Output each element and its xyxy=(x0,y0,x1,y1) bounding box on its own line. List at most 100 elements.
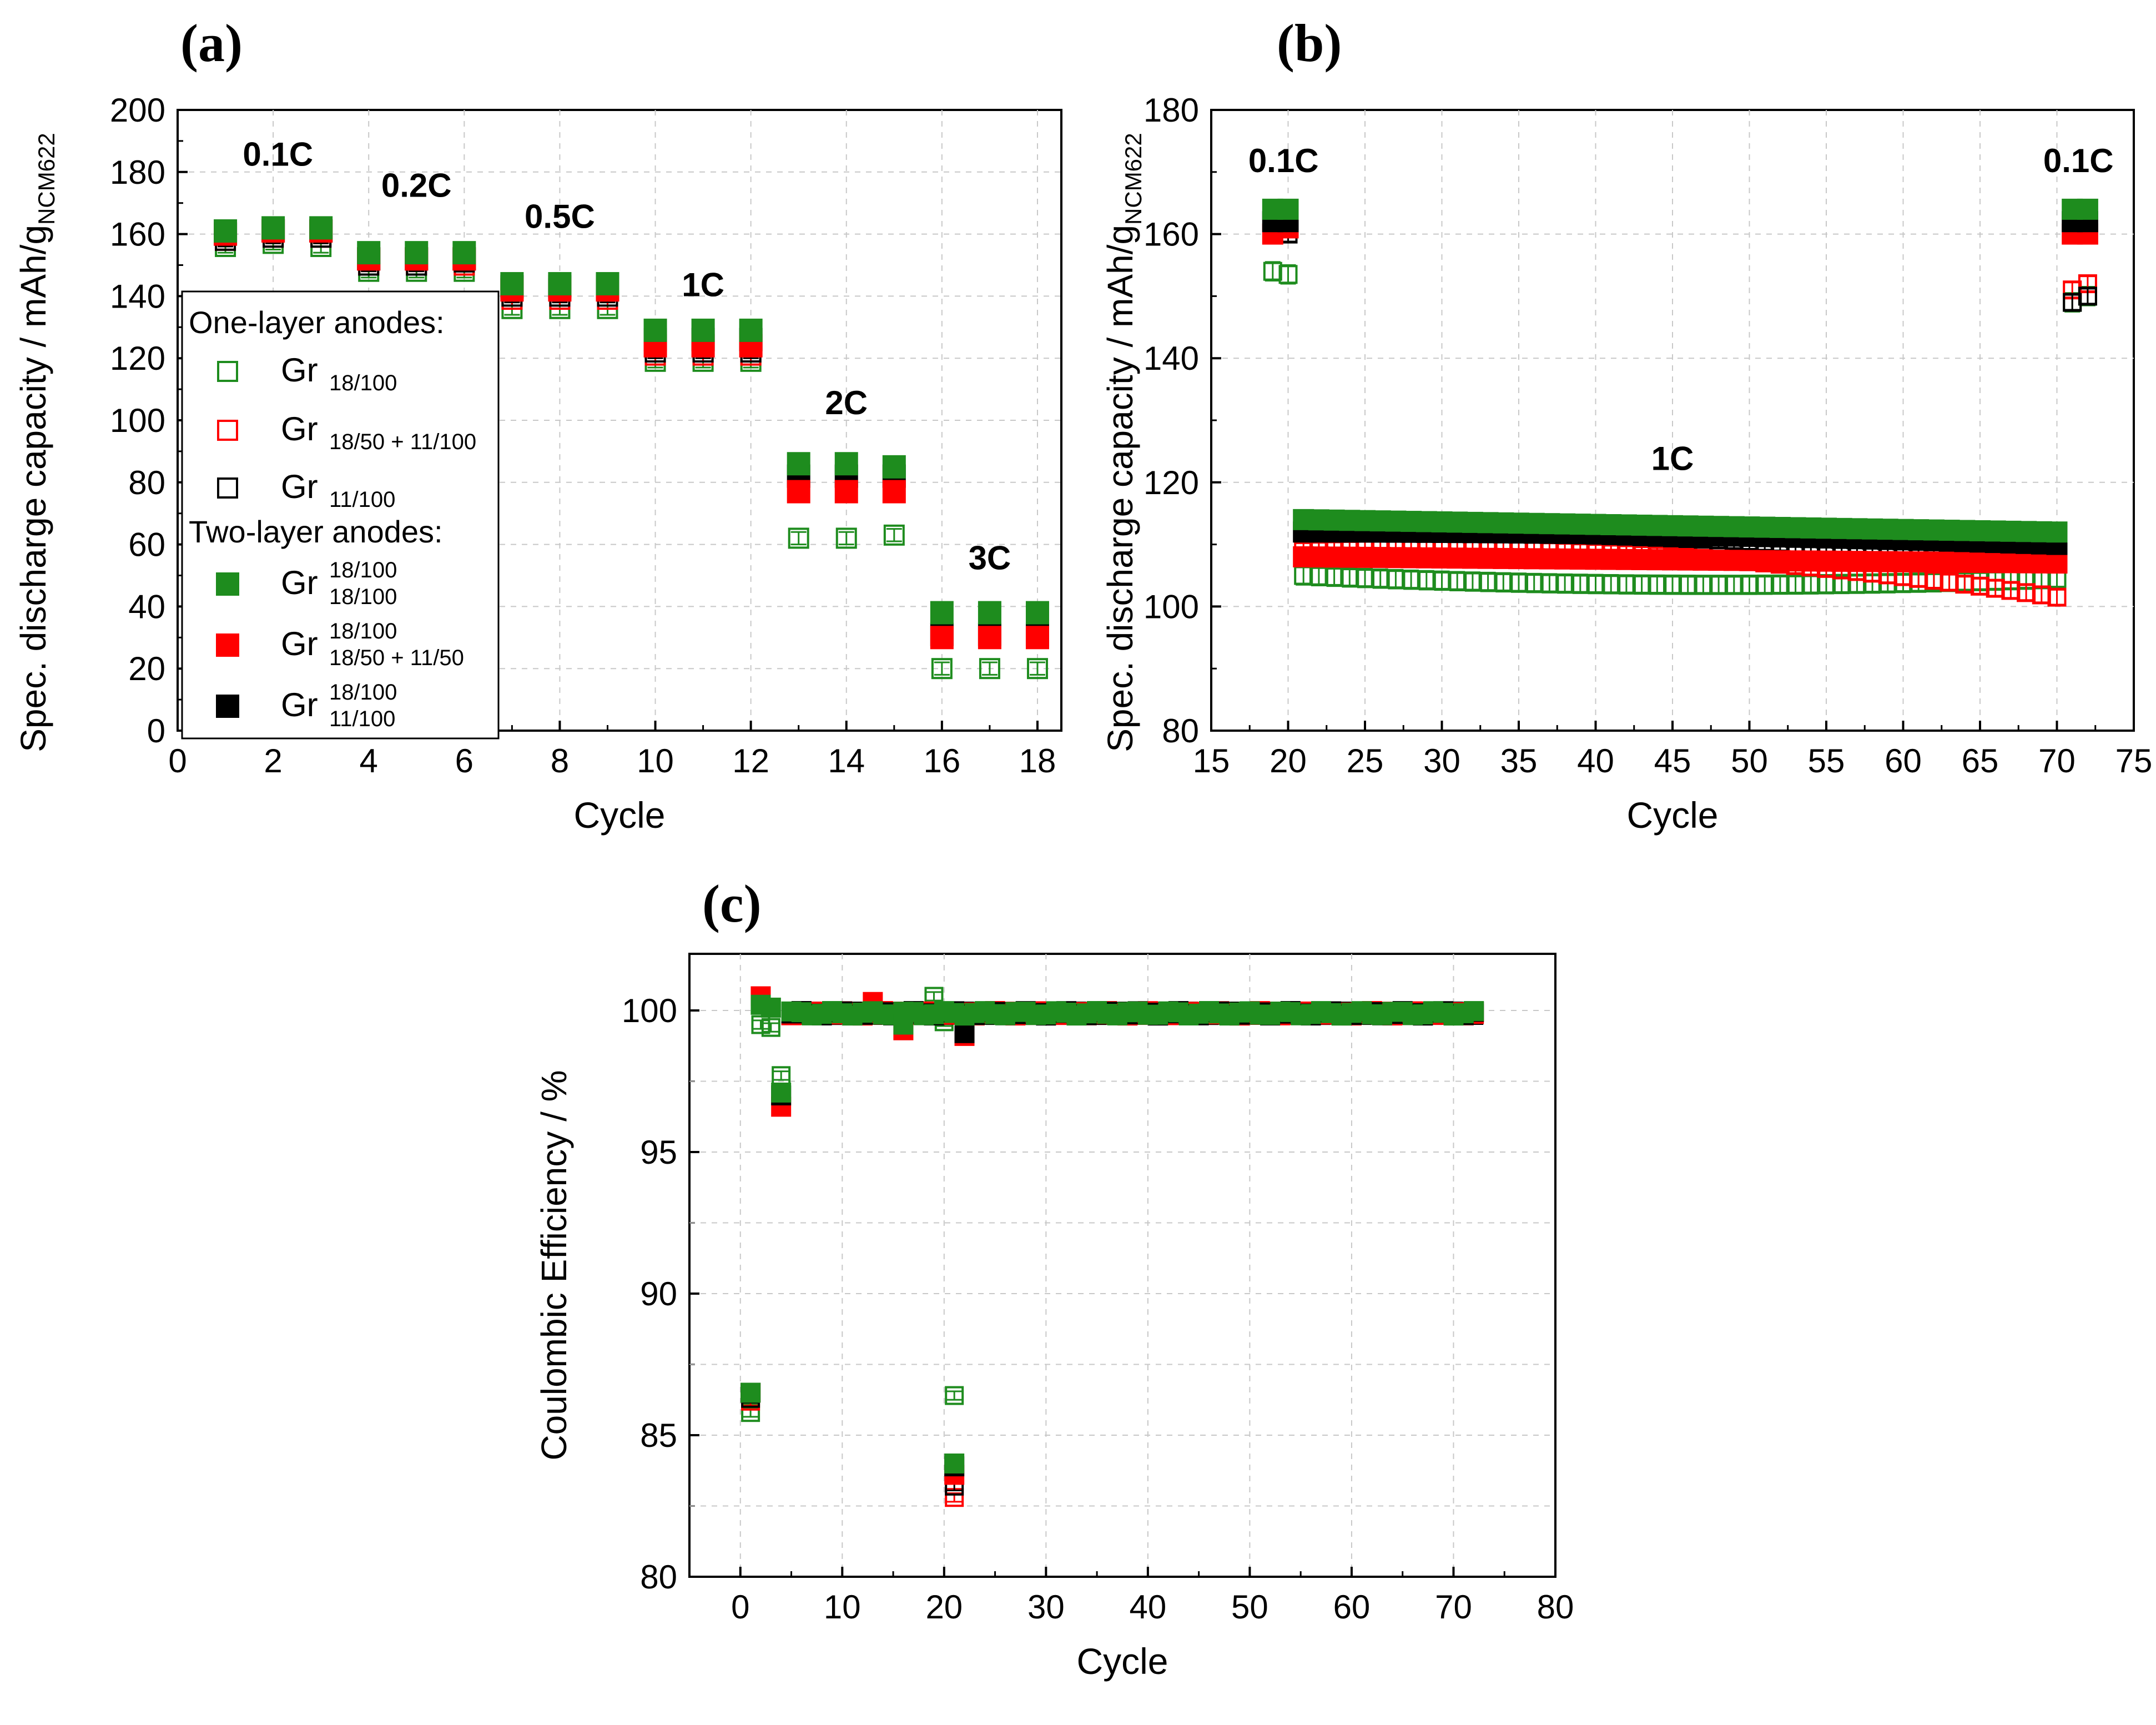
data-point xyxy=(2063,293,2082,312)
y-tick-label: 100 xyxy=(1144,588,1199,625)
legend-entry-s1: Gr 18/100 xyxy=(217,351,397,395)
data-point xyxy=(1586,574,1605,594)
y-tick-label: 160 xyxy=(110,216,165,253)
y-tick-label: 200 xyxy=(110,92,165,129)
data-point xyxy=(787,452,810,476)
data-point xyxy=(741,1382,761,1403)
x-tick-label: 40 xyxy=(1130,1588,1167,1626)
y-tick-label: 120 xyxy=(110,340,165,377)
data-point xyxy=(1309,566,1328,586)
data-point xyxy=(1432,571,1452,590)
data-point xyxy=(261,216,285,240)
legend-entry-s4: Gr 18/100 18/100 xyxy=(216,558,397,609)
data-point xyxy=(2078,286,2097,306)
legend-marker xyxy=(217,361,238,382)
data-point xyxy=(1278,265,1298,284)
data-point xyxy=(944,1454,965,1473)
data-point xyxy=(643,318,667,342)
data-point xyxy=(1026,658,1048,680)
legend: One-layer anodes: Two-layer anodes: Gr 18/1… xyxy=(181,290,500,740)
legend-label-sup: 18/100 xyxy=(329,680,397,705)
legend-label-sub: 11/100 xyxy=(329,707,395,731)
data-point xyxy=(978,626,1001,650)
x-tick-label: 60 xyxy=(1333,1588,1371,1626)
x-tick-label: 30 xyxy=(1027,1588,1065,1626)
legend-marker xyxy=(217,477,238,499)
legend-label-prefix: Gr xyxy=(281,564,318,601)
y-tick-label: 60 xyxy=(128,526,165,564)
data-point xyxy=(1678,575,1697,595)
data-point xyxy=(1464,1001,1484,1022)
data-point xyxy=(882,455,906,479)
x-tick-label: 45 xyxy=(1654,742,1691,779)
data-point xyxy=(771,1082,792,1103)
x-tick-label: 10 xyxy=(824,1588,861,1626)
panel-label: (b) xyxy=(1277,13,1342,73)
data-point xyxy=(1402,570,1421,590)
data-point xyxy=(1616,575,1636,594)
data-point xyxy=(1263,261,1282,281)
data-point xyxy=(739,318,763,342)
x-tick-label: 14 xyxy=(828,742,865,779)
series-s5 xyxy=(1262,217,2098,574)
data-point xyxy=(979,658,1000,680)
data-point xyxy=(930,601,954,625)
data-point xyxy=(1494,572,1513,592)
y-axis-label-main: Spec. discharge capacity / mAh/g xyxy=(1100,225,1140,752)
data-point xyxy=(931,658,953,680)
data-point xyxy=(882,480,906,504)
data-point xyxy=(500,272,524,296)
data-point xyxy=(893,1014,914,1035)
x-tick-label: 60 xyxy=(1885,742,1922,779)
x-tick-label: 40 xyxy=(1577,742,1614,779)
y-tick-label: 180 xyxy=(110,154,165,191)
panel-b-chart: 15 20 25 30 35 40 45 50 55 60 65 70 75 80 100 120 140 160… xyxy=(1100,13,2152,836)
data-point xyxy=(309,216,333,240)
rate-annotation: 3C xyxy=(969,539,1011,576)
data-point xyxy=(751,1015,770,1034)
y-tick-label: 80 xyxy=(640,1558,677,1596)
x-tick-label: 8 xyxy=(551,742,569,779)
y-tick-label: 0 xyxy=(147,712,165,750)
x-tick-label: 18 xyxy=(1019,742,1056,779)
legend-label-sup: 18/100 xyxy=(329,619,397,643)
x-axis-label: Cycle xyxy=(573,794,665,836)
rate-annotation: 0.2C xyxy=(381,167,452,204)
panel-label: (a) xyxy=(180,13,243,73)
panel-a-chart: 0 2 4 6 8 10 12 14 16 180204060801001201401601802… xyxy=(13,13,1062,836)
x-axis-label: Cycle xyxy=(1076,1641,1168,1682)
panel-label: (c) xyxy=(702,874,762,933)
x-tick-label: 0 xyxy=(168,742,187,779)
data-point xyxy=(1555,574,1575,594)
data-point xyxy=(2017,583,2036,602)
data-point xyxy=(1025,601,1049,625)
data-point xyxy=(761,1018,780,1037)
data-point xyxy=(691,318,715,342)
data-point xyxy=(978,601,1001,625)
y-axis-label: Spec. discharge capacity / mAh/gNCM622 xyxy=(13,133,59,752)
y-tick-label: 80 xyxy=(1162,712,1199,750)
y-tick-label: 120 xyxy=(1144,464,1199,501)
x-tick-label: 20 xyxy=(925,1588,963,1626)
legend-heading: Two-layer anodes: xyxy=(189,514,443,549)
x-tick-label: 12 xyxy=(732,742,769,779)
rate-annotation: 1C xyxy=(1651,440,1694,477)
legend-label-sub: 18/50 + 11/100 xyxy=(329,430,476,454)
data-point xyxy=(1570,574,1590,594)
legend-label-sub: 18/100 xyxy=(329,371,397,395)
legend-marker xyxy=(216,572,239,596)
data-point xyxy=(1509,573,1528,592)
x-tick-label: 75 xyxy=(2115,742,2153,779)
y-tick-label: 80 xyxy=(128,464,165,501)
data-point xyxy=(954,1023,975,1043)
x-tick-label: 16 xyxy=(923,742,960,779)
data-point xyxy=(1724,575,1744,595)
legend-label-prefix: Gr xyxy=(281,410,318,447)
x-tick-label: 70 xyxy=(1435,1588,1472,1626)
x-tick-label: 65 xyxy=(1962,742,1999,779)
data-point xyxy=(596,272,619,296)
data-point xyxy=(1955,575,1974,594)
data-point xyxy=(834,480,858,504)
series-s4 xyxy=(1262,198,2098,543)
